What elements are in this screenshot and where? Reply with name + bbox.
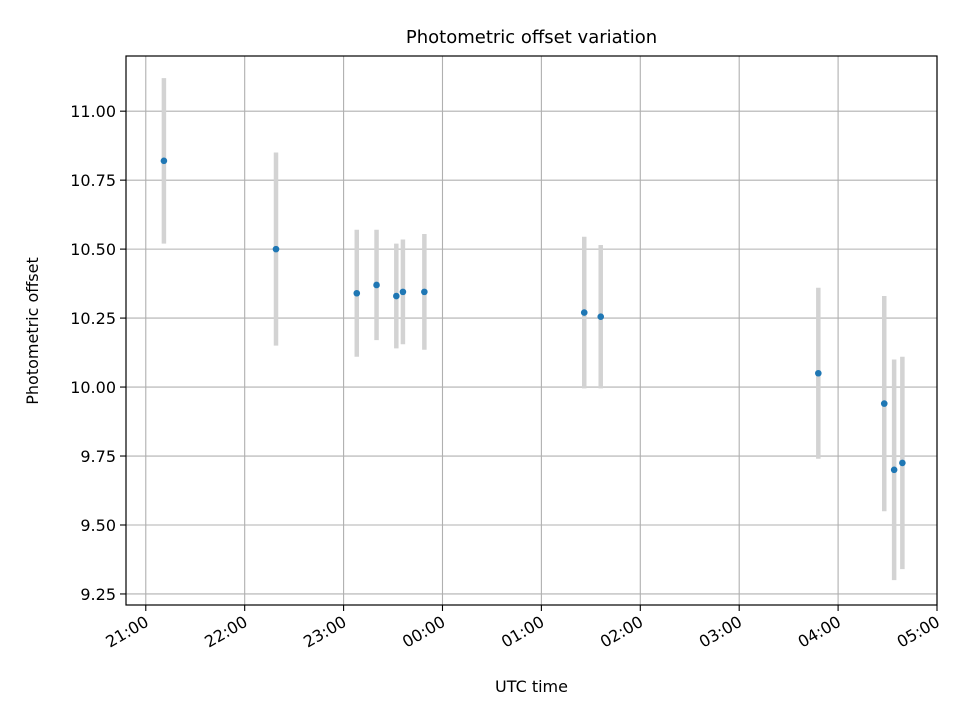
y-tick-label: 10.50 xyxy=(70,240,116,259)
data-points xyxy=(160,157,906,474)
data-point xyxy=(815,369,822,377)
data-point xyxy=(393,292,400,300)
y-tick-label: 10.00 xyxy=(70,378,116,397)
data-point xyxy=(421,288,428,296)
y-axis-ticks: 9.25 9.50 9.75 10.00 10.25 10.50 10.75 11.00 xyxy=(70,102,126,604)
data-point xyxy=(890,466,898,474)
plot-frame xyxy=(125,55,938,606)
x-axis-label: UTC time xyxy=(495,677,568,696)
grid xyxy=(126,56,938,605)
data-point xyxy=(899,459,906,467)
y-tick-label: 10.75 xyxy=(70,171,116,190)
y-tick-label: 9.75 xyxy=(80,447,116,466)
data-point xyxy=(880,400,888,407)
y-tick-label: 10.25 xyxy=(70,309,116,328)
data-point xyxy=(373,281,380,289)
data-point xyxy=(597,313,605,321)
y-tick-label: 9.25 xyxy=(80,585,116,604)
data-point xyxy=(580,309,588,316)
y-tick-label: 9.50 xyxy=(80,516,116,535)
chart-title: Photometric offset variation xyxy=(406,27,657,48)
data-point xyxy=(160,157,168,165)
y-tick-label: 11.00 xyxy=(70,102,116,121)
data-point xyxy=(353,289,361,297)
data-point xyxy=(272,245,280,253)
data-point xyxy=(399,288,407,296)
y-axis-label: Photometric offset xyxy=(23,257,42,405)
